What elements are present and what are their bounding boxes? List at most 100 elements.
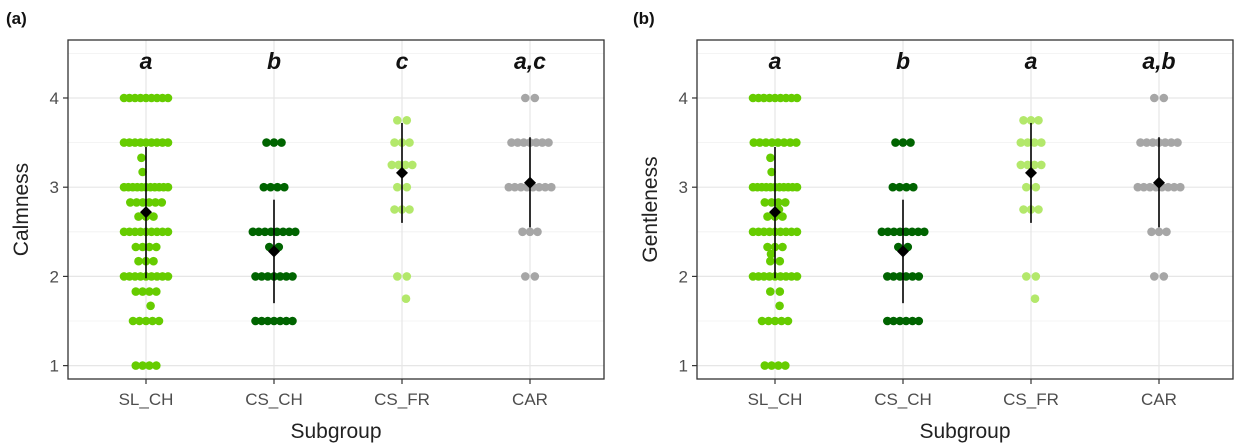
data-point-cs-ch: [277, 138, 286, 147]
data-point-sl-ch: [151, 198, 160, 207]
data-point-sl-ch: [135, 316, 144, 326]
data-point-sl-ch: [773, 138, 783, 147]
significance-letter: a: [140, 48, 153, 74]
x-tick-label: CS_FR: [374, 390, 430, 409]
data-point-car: [1167, 138, 1176, 147]
mean-marker: [1153, 176, 1165, 189]
data-point-sl-ch: [131, 287, 141, 296]
data-point-sl-ch: [134, 212, 143, 221]
chart-panel-b: (b) a b a a,b 1 2 3 4 SL_CH CS_CH CS_FR CAR Subgroup G…: [633, 9, 1234, 443]
data-point-cs-ch: [272, 227, 282, 237]
data-point-sl-ch: [145, 242, 154, 252]
data-point-sl-ch: [767, 361, 776, 370]
data-point-cs-ch: [920, 227, 929, 237]
data-point-sl-ch: [774, 198, 783, 207]
significance-letter: a,c: [514, 48, 546, 74]
y-axis-title: Gentleness: [639, 156, 662, 262]
data-point-car: [1133, 182, 1143, 192]
data-point-cs-ch: [288, 316, 297, 326]
data-point-cs-ch: [902, 182, 911, 192]
data-point-sl-ch: [152, 287, 161, 296]
data-point-sl-ch: [138, 287, 147, 296]
data-point-sl-ch: [777, 316, 786, 326]
data-point-sl-ch: [145, 361, 154, 370]
data-point-sl-ch: [137, 153, 146, 163]
data-point-sl-ch: [775, 301, 784, 311]
data-point-car: [540, 182, 550, 192]
data-point-cs-ch: [260, 227, 270, 237]
data-point-sl-ch: [792, 272, 802, 281]
data-point-cs-ch: [259, 182, 269, 192]
data-point-cs-fr: [1016, 160, 1026, 170]
data-point-cs-ch: [898, 138, 908, 147]
data-point-cs-fr: [394, 160, 403, 170]
data-point-sl-ch: [760, 198, 770, 207]
mean-marker: [396, 166, 408, 179]
data-point-sl-ch: [767, 198, 776, 207]
data-point-sl-ch: [783, 316, 793, 326]
data-point-sl-ch: [144, 198, 154, 207]
data-point-cs-fr: [1019, 116, 1028, 125]
data-point-sl-ch: [778, 212, 787, 221]
data-point-cs-ch: [889, 272, 898, 281]
data-point-sl-ch: [138, 242, 147, 252]
data-point-cs-ch: [275, 316, 285, 326]
data-point-cs-ch: [889, 316, 898, 326]
data-point-sl-ch: [775, 256, 785, 266]
y-tick-label: 1: [50, 357, 59, 376]
data-point-cs-fr: [1034, 116, 1043, 125]
data-point-cs-ch: [914, 316, 924, 326]
data-point-car: [1150, 93, 1159, 103]
data-point-cs-ch: [263, 316, 273, 326]
data-point-car: [547, 182, 556, 192]
data-point-car: [1169, 182, 1179, 192]
data-point-sl-ch: [152, 242, 161, 252]
data-point-car: [521, 93, 530, 103]
data-point-cs-fr: [1016, 138, 1026, 147]
data-point-cs-ch: [263, 272, 273, 281]
data-point-sl-ch: [792, 138, 801, 147]
data-point-cs-ch: [288, 272, 297, 281]
data-point-sl-ch: [138, 361, 147, 370]
data-point-car: [1162, 227, 1171, 237]
significance-letter: a,b: [1142, 48, 1175, 74]
data-point-car: [507, 138, 516, 147]
data-point-cs-fr: [390, 205, 399, 214]
data-point-cs-fr: [405, 138, 414, 147]
data-point-cs-ch: [895, 227, 905, 237]
data-point-cs-fr: [1037, 160, 1046, 170]
data-point-sl-ch: [766, 287, 775, 296]
data-point-sl-ch: [149, 256, 158, 266]
data-point-cs-fr: [402, 116, 412, 125]
data-point-cs-fr: [1030, 294, 1040, 304]
data-point-cs-fr: [1019, 205, 1028, 214]
data-point-cs-fr: [1034, 205, 1043, 214]
data-point-cs-ch: [909, 182, 918, 192]
y-tick-label: 2: [50, 267, 59, 286]
data-point-cs-ch: [266, 227, 276, 237]
data-point-cs-fr: [393, 182, 402, 192]
data-point-car: [1136, 138, 1145, 147]
panel-label: (b): [633, 9, 655, 28]
data-point-sl-ch: [149, 212, 158, 221]
data-point-sl-ch: [792, 93, 802, 103]
data-point-cs-ch: [891, 138, 900, 147]
data-point-cs-ch: [254, 227, 264, 237]
data-point-sl-ch: [141, 316, 151, 326]
data-point-sl-ch: [785, 138, 795, 147]
data-point-car: [1173, 138, 1182, 147]
data-point-sl-ch: [766, 153, 775, 163]
data-point-cs-ch: [257, 272, 267, 281]
data-point-cs-ch: [257, 316, 267, 326]
data-point-sl-ch: [138, 167, 147, 177]
data-point-car: [1150, 272, 1159, 281]
y-tick-label: 3: [50, 178, 59, 197]
data-point-cs-fr: [390, 138, 399, 147]
x-tick-label: CAR: [512, 390, 548, 409]
data-point-sl-ch: [763, 242, 772, 252]
data-point-cs-fr: [1037, 138, 1046, 147]
data-point-car: [538, 138, 547, 147]
data-point-sl-ch: [126, 198, 135, 207]
data-point-sl-ch: [760, 361, 770, 370]
